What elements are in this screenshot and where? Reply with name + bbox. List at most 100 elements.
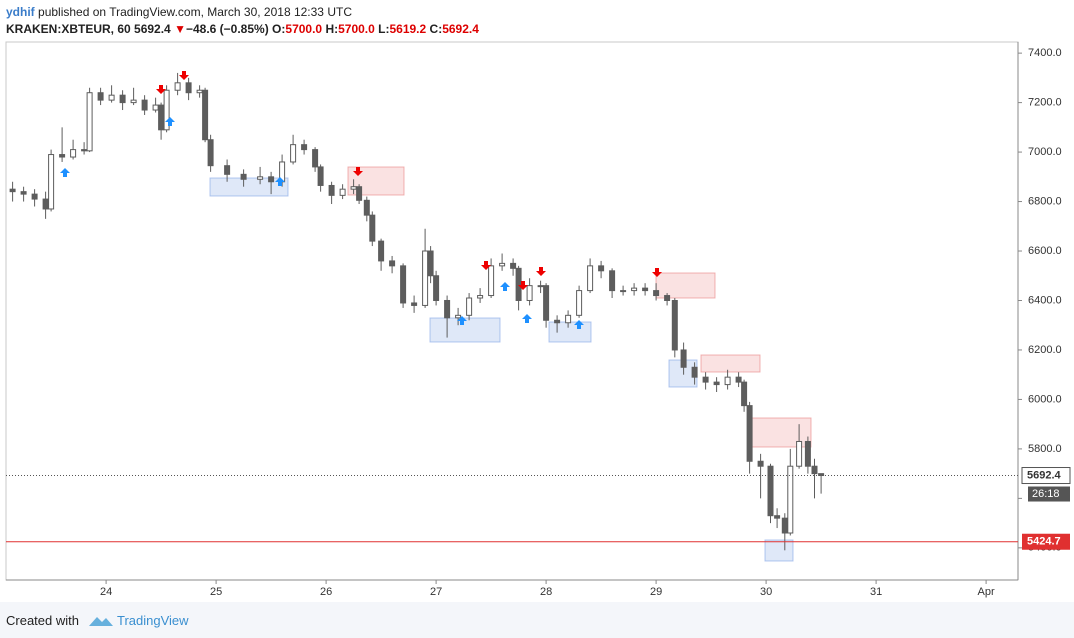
candle-body [620,290,627,293]
y-tick-label: 6200.0 [1028,344,1062,356]
change: −48.6 (−0.85%) [185,22,269,36]
candle-body [268,176,275,183]
candle-body [537,285,544,288]
candle-body [774,515,781,519]
signal-arrow [536,267,546,276]
l: 5619.2 [389,22,427,36]
candle-body [202,89,209,141]
candle-body [339,188,346,196]
y-tick-label: 6600.0 [1028,245,1062,257]
candle-body [81,149,88,152]
candle-body [108,94,115,101]
x-tick-label: 24 [100,586,112,598]
candle-body [804,440,811,467]
candle-body [163,89,170,131]
candle-body [350,186,357,190]
candle-body [224,165,231,175]
candle-body [369,214,376,242]
y-tick-label: 7400.0 [1028,47,1062,59]
candle-body [290,144,297,163]
o-label: O: [272,22,286,36]
candle-body [757,460,764,467]
candle-body [411,302,418,306]
h-label: H: [325,22,339,36]
signal-arrow [60,168,70,177]
zone-box [429,317,501,343]
candle-body [130,99,137,104]
candle-body [328,184,335,196]
candle-body [746,405,753,462]
brand[interactable]: TradingView [117,613,189,628]
y-tick-label: 6800.0 [1028,195,1062,207]
candle-body [152,104,159,111]
candle-body [97,92,104,101]
h: 5700.0 [338,22,375,36]
candle-body [702,376,709,383]
signal-arrow [353,167,363,176]
y-tick-label: 5800.0 [1028,443,1062,455]
price-badge [1021,467,1071,485]
signal-arrow [481,261,491,270]
candle-body [185,82,192,94]
candle-body [31,193,38,200]
candle-body [526,285,533,301]
candle-body [444,299,451,319]
candle-body [70,149,77,158]
published: published on TradingView.com, March 30, … [38,5,352,19]
signal-arrow [652,268,662,277]
signal-arrow [165,117,175,126]
candle-body [818,473,825,477]
signal-arrow [500,282,510,291]
candle-body [713,381,720,386]
candle-body [642,287,649,292]
candle-body [631,287,638,292]
signal-arrow [156,85,166,94]
last: 5692.4 [134,22,171,36]
candle-body [781,517,788,534]
chart: 5400.05600.05800.06000.06200.06400.06600… [5,41,1071,598]
candle-body [587,265,594,292]
x-tick-label: 31 [870,586,882,598]
candle-body [42,198,49,210]
author[interactable]: ydhif [6,5,35,19]
candle-body [433,275,440,301]
x-tick-label: 26 [320,586,332,598]
o: 5700.0 [285,22,323,36]
candle-body [671,299,678,351]
candle-body [20,191,27,195]
candle-body [664,295,671,301]
signal-arrow [457,316,467,325]
signal-arrow [522,314,532,323]
x-tick-label: 29 [650,586,662,598]
candle-body [196,89,203,94]
candle-body [207,139,214,167]
x-tick-label: 27 [430,586,442,598]
signal-arrow [518,281,528,290]
candle-body [174,82,181,91]
candle-body [724,376,731,386]
c: 5692.4 [442,22,479,36]
zone-box [548,321,592,343]
y-tick-label: 6400.0 [1028,294,1062,306]
candle-body [510,262,517,269]
candle-body [515,267,522,301]
candle-body [317,166,324,186]
symbol: KRAKEN:XBTEUR, 60 [6,22,131,36]
y-tick-label: 6000.0 [1028,393,1062,405]
candle-body [301,144,308,151]
x-tick-label: 25 [210,586,222,598]
candle-body [787,465,794,534]
signal-arrow [574,320,584,329]
candle-body [400,265,407,304]
candle-body [240,173,247,180]
candle-body [796,440,803,467]
x-tick-label: 28 [540,586,552,598]
candle-body [543,285,550,321]
footer: Created with TradingView [0,602,1074,638]
candle-body [389,260,396,267]
publish-line: ydhif published on TradingView.com, Marc… [6,4,479,21]
price-label: 5692.4 [1027,469,1062,481]
candle-body [598,265,605,272]
candle-body [59,154,66,158]
header: ydhif published on TradingView.com, Marc… [6,4,479,38]
